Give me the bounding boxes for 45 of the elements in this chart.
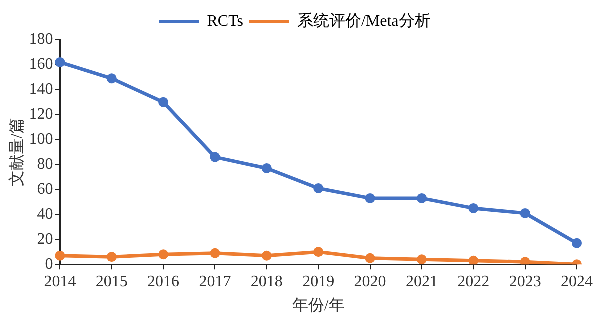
x-tick-label: 2019 bbox=[302, 273, 335, 290]
point bbox=[365, 193, 376, 204]
x-tick-label: 2024 bbox=[561, 273, 593, 290]
x-tick-label: 2017 bbox=[199, 273, 232, 290]
point bbox=[210, 152, 220, 162]
x-axis-title: 年份/年 bbox=[292, 298, 345, 315]
x-tick-label: 2020 bbox=[354, 273, 386, 290]
y-tick-label: 60 bbox=[37, 180, 54, 198]
x-tick-label: 2021 bbox=[406, 273, 438, 290]
y-tick-label: 0 bbox=[45, 256, 54, 273]
point bbox=[365, 253, 376, 264]
legend-label: 系统评价/Meta分析 bbox=[297, 12, 431, 30]
x-tick-label: 2018 bbox=[250, 273, 283, 290]
point bbox=[106, 252, 117, 262]
x-tick-label: 2014 bbox=[44, 273, 76, 290]
x-tick-label: 2015 bbox=[96, 273, 128, 290]
point bbox=[158, 97, 169, 108]
y-tick-label: 40 bbox=[37, 206, 54, 223]
y-tick-label: 160 bbox=[29, 56, 54, 74]
point bbox=[520, 208, 530, 218]
x-tick-label: 2022 bbox=[458, 273, 490, 290]
y-tick-label: 140 bbox=[29, 81, 54, 98]
y-axis-title: 文献量/篇 bbox=[8, 118, 26, 187]
y-tick-label: 120 bbox=[29, 106, 54, 124]
point bbox=[416, 193, 427, 204]
point bbox=[55, 250, 66, 261]
x-tick-label: 2023 bbox=[509, 273, 542, 290]
y-tick-label: 100 bbox=[29, 131, 54, 148]
y-tick-label: 80 bbox=[37, 156, 54, 173]
point bbox=[262, 164, 272, 174]
point bbox=[210, 248, 220, 258]
point bbox=[468, 203, 479, 214]
point bbox=[314, 183, 324, 194]
point bbox=[416, 254, 427, 265]
legend-label: RCTs bbox=[207, 13, 244, 30]
point bbox=[572, 238, 582, 248]
point bbox=[106, 74, 117, 84]
point bbox=[314, 247, 324, 258]
x-tick-label: 2016 bbox=[148, 273, 180, 290]
point bbox=[55, 57, 66, 68]
y-tick-label: 20 bbox=[37, 230, 54, 248]
point bbox=[262, 250, 272, 261]
point bbox=[158, 250, 169, 260]
y-tick-label: 180 bbox=[29, 31, 54, 48]
point bbox=[468, 256, 479, 265]
